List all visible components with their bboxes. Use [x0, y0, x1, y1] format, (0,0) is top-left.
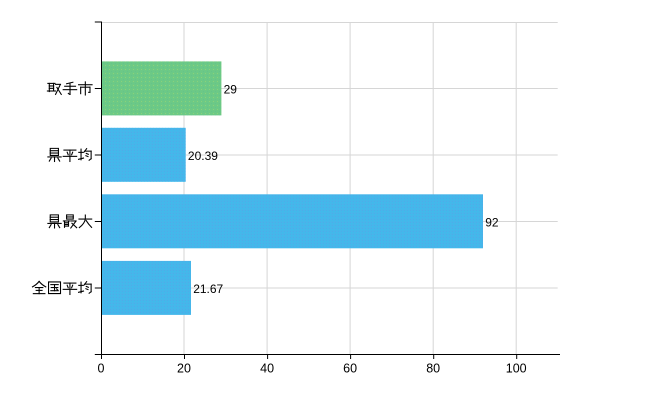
svg-text:40: 40	[260, 362, 274, 376]
svg-text:20.39: 20.39	[188, 149, 218, 163]
svg-text:80: 80	[426, 362, 440, 376]
svg-text:92: 92	[485, 216, 499, 230]
svg-text:60: 60	[343, 362, 357, 376]
svg-text:21.67: 21.67	[193, 282, 223, 296]
svg-text:100: 100	[506, 362, 527, 376]
svg-text:29: 29	[224, 83, 238, 97]
svg-text:0: 0	[98, 362, 105, 376]
svg-text:20: 20	[177, 362, 191, 376]
